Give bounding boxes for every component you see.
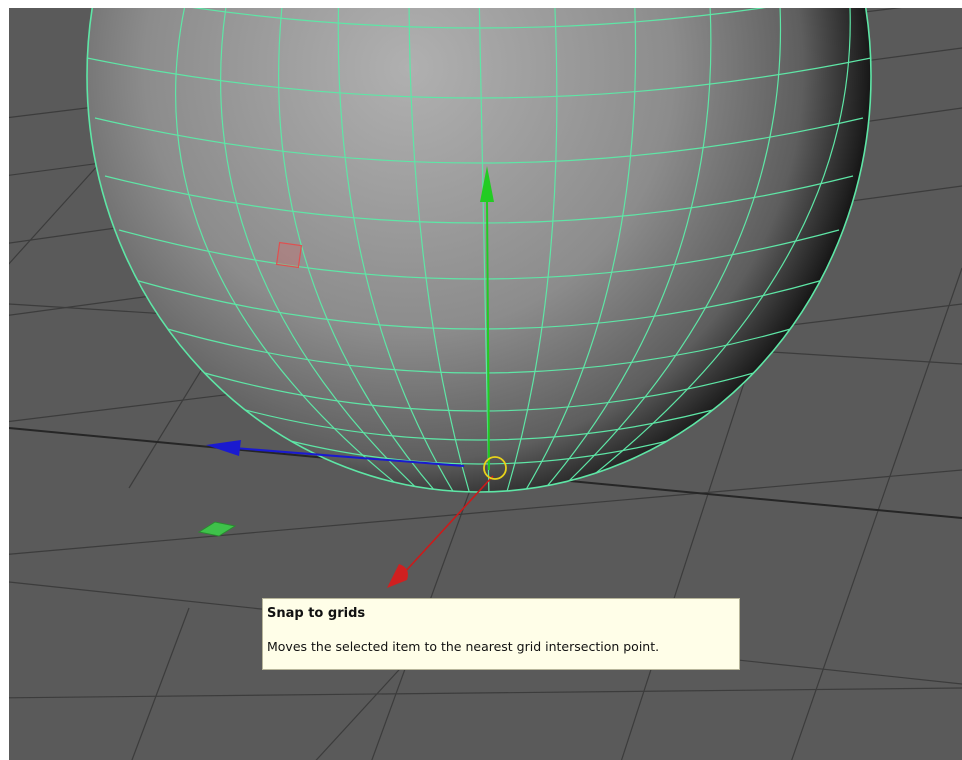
tooltip-description: Moves the selected item to the nearest g… (267, 639, 660, 654)
z-axis-cone-icon[interactable] (387, 564, 408, 588)
pivot-handle[interactable] (483, 456, 507, 480)
y-axis-arrow-icon[interactable] (480, 166, 494, 202)
tooltip-title: Snap to grids (267, 606, 366, 621)
x-axis-handle[interactable] (233, 447, 465, 467)
y-axis-handle[interactable] (486, 197, 490, 471)
tooltip: Snap to grids Moves the selected item to… (262, 598, 740, 670)
viewport-scene[interactable] (9, 8, 962, 760)
x-axis-arrow-icon[interactable] (206, 440, 241, 456)
sphere-wireframe (87, 8, 871, 492)
sphere-mesh[interactable] (87, 8, 871, 492)
3d-viewport[interactable] (9, 8, 962, 760)
green-plane-marker[interactable] (197, 521, 237, 537)
z-axis-handle[interactable] (402, 475, 494, 575)
move-manipulator[interactable] (206, 166, 507, 588)
selected-face-marker[interactable] (275, 241, 303, 269)
